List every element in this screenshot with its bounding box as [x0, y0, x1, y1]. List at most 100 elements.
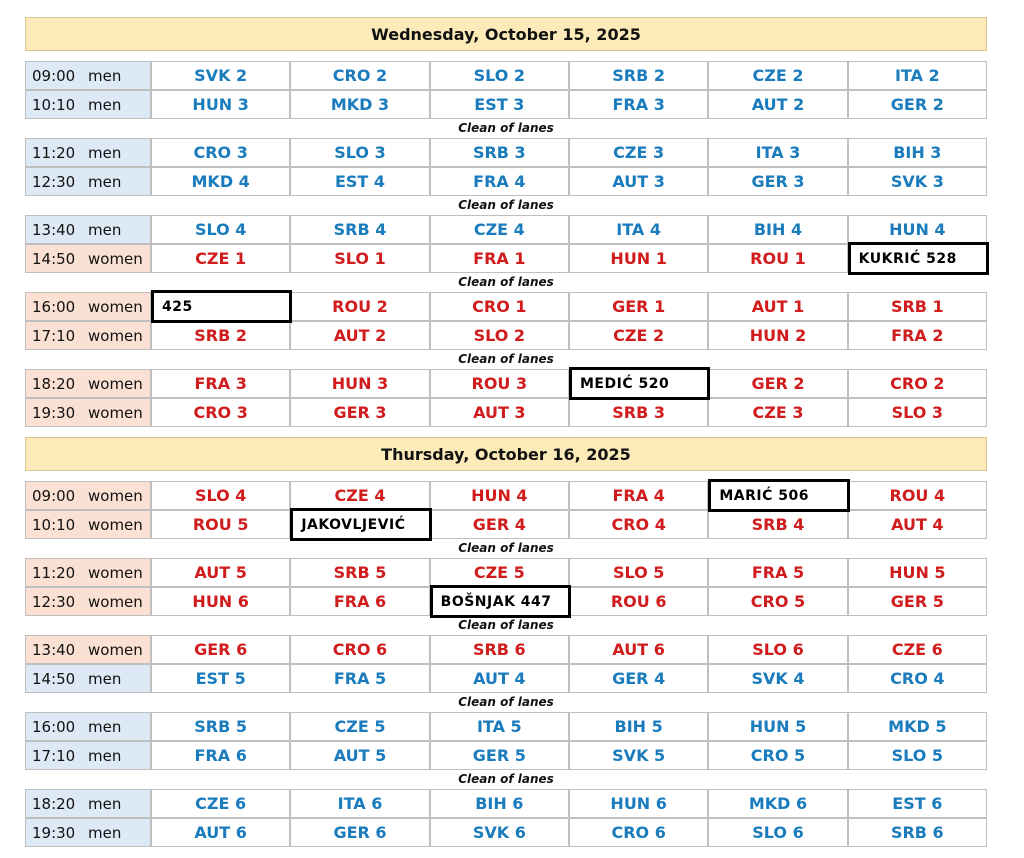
- boxed-note: BOŠNJAK 447: [429, 585, 571, 618]
- team-cell: CZE 4: [290, 481, 430, 510]
- team-cell: EST 6: [847, 789, 987, 818]
- gender: women: [88, 327, 143, 345]
- team-cell: AUT 1: [708, 292, 848, 321]
- team-cell: SVK 6: [429, 818, 569, 847]
- gender: men: [88, 670, 122, 688]
- gender: men: [88, 824, 122, 842]
- team-cell: CZE 3: [708, 398, 848, 427]
- team-cell: SLO 5: [569, 558, 709, 587]
- team-cell: FRA 1: [429, 244, 569, 273]
- time: 18:20: [32, 375, 76, 393]
- team-cell: SLO 6: [708, 818, 848, 847]
- team-cell: CZE 4: [429, 215, 569, 244]
- team-cell: GER 6: [290, 818, 430, 847]
- team-cell: MKD 6: [708, 789, 848, 818]
- team-cell: ROU 2: [290, 292, 430, 321]
- time: 19:30: [32, 824, 76, 842]
- time-cell: 18:20 men: [25, 789, 151, 818]
- team-cell: CZE 2: [708, 61, 848, 90]
- team-cell: CRO 6: [569, 818, 709, 847]
- gender: men: [88, 144, 122, 162]
- separator-label: Clean of lanes: [458, 541, 554, 555]
- time: 18:20: [32, 795, 76, 813]
- team-cell: GER 4: [429, 510, 569, 539]
- team-cell: CRO 5: [708, 587, 848, 616]
- team-cell: EST 3: [429, 90, 569, 119]
- boxed-note: JAKOVLJEVIĆ: [290, 508, 432, 541]
- team-cell: AUT 4: [429, 664, 569, 693]
- separator-label: Clean of lanes: [458, 772, 554, 786]
- team-cell: SRB 5: [151, 712, 291, 741]
- team-cell: CZE 3: [569, 138, 709, 167]
- time: 11:20: [32, 564, 76, 582]
- team-cell: SRB 3: [569, 398, 709, 427]
- time-cell: 12:30 men: [25, 167, 151, 196]
- team-cell: ITA 3: [708, 138, 848, 167]
- team-cell: GER 4: [569, 664, 709, 693]
- team-cell: SLO 3: [290, 138, 430, 167]
- team-cell: FRA 5: [290, 664, 430, 693]
- team-cell: ITA 2: [847, 61, 987, 90]
- gender: women: [88, 487, 143, 505]
- time: 17:10: [32, 327, 76, 345]
- team-cell: HUN 4: [847, 215, 987, 244]
- team-cell: GER 2: [847, 90, 987, 119]
- team-cell: GER 1: [569, 292, 709, 321]
- separator-label: Clean of lanes: [458, 121, 554, 135]
- team-cell: HUN 5: [847, 558, 987, 587]
- time-cell: 11:20 men: [25, 138, 151, 167]
- time-cell: 19:30 women: [25, 398, 151, 427]
- time-cell: 17:10 women: [25, 321, 151, 350]
- team-cell: AUT 2: [290, 321, 430, 350]
- boxed-note: 425: [151, 290, 293, 323]
- gender: men: [88, 96, 122, 114]
- team-cell: GER 3: [708, 167, 848, 196]
- time-cell: 10:10 men: [25, 90, 151, 119]
- team-cell: CRO 6: [290, 635, 430, 664]
- time-cell: 18:20 women: [25, 369, 151, 398]
- gender: women: [88, 404, 143, 422]
- team-cell: SLO 2: [429, 321, 569, 350]
- time: 16:00: [32, 718, 76, 736]
- day-header: Wednesday, October 15, 2025: [25, 17, 987, 51]
- time-cell: 14:50 women: [25, 244, 151, 273]
- team-cell: CZE 5: [429, 558, 569, 587]
- team-cell: CZE 6: [847, 635, 987, 664]
- team-cell: SLO 3: [847, 398, 987, 427]
- time: 14:50: [32, 670, 76, 688]
- gender: men: [88, 718, 122, 736]
- team-cell: FRA 2: [847, 321, 987, 350]
- team-cell: AUT 6: [151, 818, 291, 847]
- separator-label: Clean of lanes: [458, 352, 554, 366]
- team-cell: SLO 4: [151, 481, 291, 510]
- team-cell: GER 6: [151, 635, 291, 664]
- time: 16:00: [32, 298, 76, 316]
- team-cell: FRA 3: [569, 90, 709, 119]
- team-cell: CRO 2: [290, 61, 430, 90]
- team-cell: SVK 4: [708, 664, 848, 693]
- team-cell: MKD 5: [847, 712, 987, 741]
- team-cell: GER 5: [847, 587, 987, 616]
- team-cell: SRB 2: [569, 61, 709, 90]
- team-cell: SVK 2: [151, 61, 291, 90]
- team-cell: FRA 5: [708, 558, 848, 587]
- team-cell: SRB 4: [290, 215, 430, 244]
- team-cell: BIH 5: [569, 712, 709, 741]
- team-cell: ROU 3: [429, 369, 569, 398]
- team-cell: SRB 1: [847, 292, 987, 321]
- team-cell: AUT 4: [847, 510, 987, 539]
- gender: women: [88, 593, 143, 611]
- time: 11:20: [32, 144, 76, 162]
- time-cell: 13:40 women: [25, 635, 151, 664]
- day-header: Thursday, October 16, 2025: [25, 437, 987, 471]
- time-cell: 16:00 women: [25, 292, 151, 321]
- team-cell: SLO 6: [708, 635, 848, 664]
- team-cell: ROU 6: [569, 587, 709, 616]
- team-cell: ROU 4: [847, 481, 987, 510]
- team-cell: GER 2: [708, 369, 848, 398]
- gender: women: [88, 516, 143, 534]
- separator-label: Clean of lanes: [458, 198, 554, 212]
- team-cell: HUN 3: [151, 90, 291, 119]
- gender: women: [88, 250, 143, 268]
